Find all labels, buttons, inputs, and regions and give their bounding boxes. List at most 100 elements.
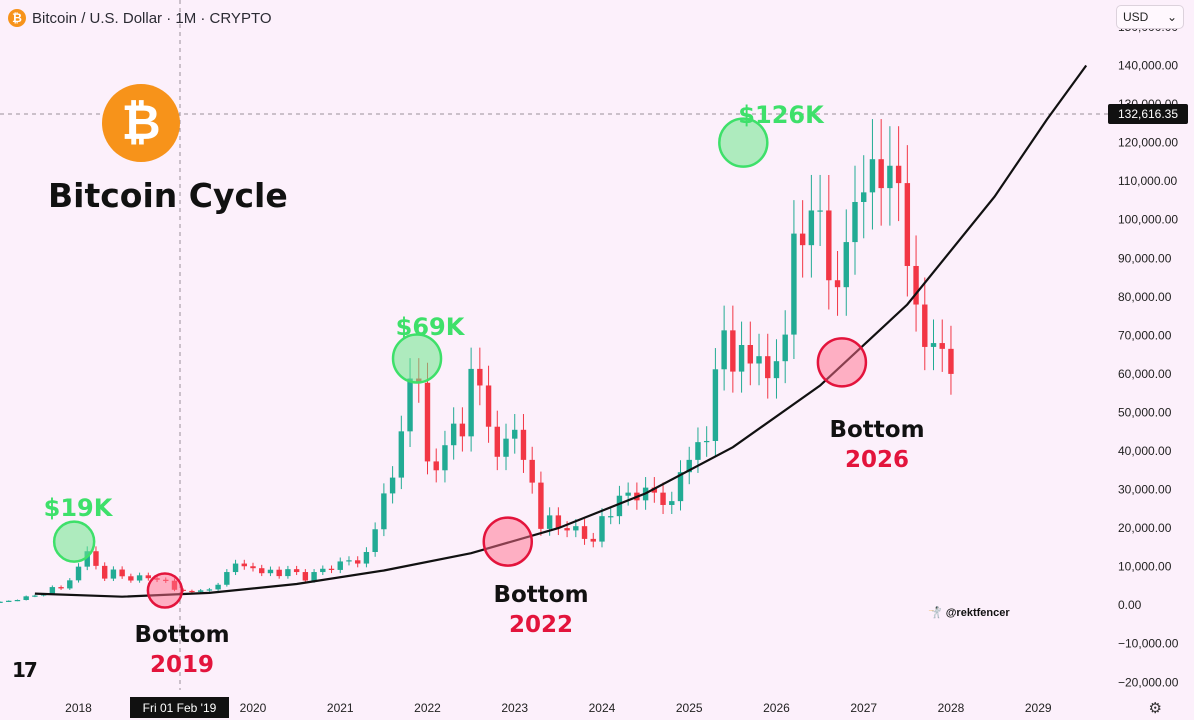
candle-body: [608, 516, 614, 518]
candle-body: [581, 526, 588, 539]
y-tick-label: 40,000.00: [1118, 444, 1172, 458]
candle-body: [555, 515, 562, 529]
candle-body: [599, 516, 605, 542]
crosshair-price-label: 132,616.35: [1108, 104, 1188, 124]
y-tick-label: 90,000.00: [1118, 251, 1172, 265]
candle-body: [817, 210, 823, 212]
y-tick-label: 20,000.00: [1118, 521, 1172, 535]
candle-body: [14, 599, 21, 602]
candle-body: [49, 587, 56, 595]
y-tick-label: −10,000.00: [1118, 637, 1179, 651]
candle-body: [756, 356, 762, 364]
candle-body: [538, 482, 544, 529]
candle-body: [101, 565, 108, 579]
candle-body: [276, 569, 282, 577]
x-tick-label: 2024: [589, 701, 616, 715]
candle-body: [136, 575, 143, 581]
candle-body: [721, 330, 727, 370]
candle-body: [259, 568, 265, 574]
candle-body: [128, 576, 134, 581]
bottom-year: 2026: [844, 447, 909, 473]
candle-body: [372, 529, 378, 552]
candle-body: [267, 569, 274, 574]
candle-body: [224, 572, 230, 585]
candle-body: [904, 183, 911, 266]
x-axis[interactable]: 2018 2020 2021 2022 2023 2024 2025 2026 2027 2028…: [65, 701, 1052, 715]
y-tick-label: −20,000.00: [1118, 675, 1179, 689]
candle-body: [381, 493, 387, 530]
candle-body: [468, 368, 474, 437]
candle-body: [75, 566, 82, 581]
candle-body: [834, 280, 841, 288]
candle-body: [799, 233, 806, 246]
x-tick-label: 2022: [414, 701, 441, 715]
bottom-label-2019: Bottom 2019: [134, 620, 229, 680]
candle-body: [58, 587, 64, 589]
candle-body: [878, 159, 884, 189]
y-tick-label: 120,000.00: [1118, 136, 1178, 150]
candle-body: [564, 528, 570, 531]
y-tick-label: 100,000.00: [1118, 213, 1178, 227]
y-tick-label: 10,000.00: [1118, 560, 1172, 574]
candle-body: [459, 423, 466, 437]
candle-body: [730, 330, 736, 372]
candle-body: [913, 265, 919, 305]
bottom-label-2026: Bottom 2026: [829, 415, 924, 475]
candle-body: [703, 440, 710, 443]
candle-body: [843, 242, 849, 288]
candle-body: [695, 442, 701, 460]
candle-body: [67, 580, 73, 589]
candle-body: [930, 343, 937, 347]
candle-body: [285, 569, 291, 577]
y-tick-label: 70,000.00: [1118, 328, 1172, 342]
peak-label-2017: $19K: [43, 494, 113, 522]
bottom-year: 2022: [508, 612, 573, 638]
candle-body: [677, 472, 684, 502]
candle-body: [625, 492, 631, 496]
candle-body: [302, 572, 309, 581]
candle-body: [389, 477, 396, 494]
candle-body: [738, 345, 745, 372]
candle-body: [826, 210, 832, 281]
bottom-circle: [816, 337, 868, 388]
currency-select[interactable]: USD ⌄: [1116, 5, 1184, 29]
candles-group: [0, 119, 954, 603]
watermark-text: @rektfencer: [945, 606, 1010, 619]
candle-body: [616, 495, 623, 517]
peak-label-2021: $69K: [395, 313, 465, 341]
x-tick-label: 2021: [327, 701, 354, 715]
bottom-word: Bottom: [493, 582, 589, 608]
candle-body: [773, 361, 780, 379]
chevron-down-icon: ⌄: [1166, 10, 1177, 24]
y-tick-label: 60,000.00: [1118, 367, 1172, 381]
candle-body: [110, 569, 117, 579]
candle-body: [320, 568, 326, 573]
crosshair-date-label: Fri 01 Feb '19: [130, 697, 229, 718]
candle-body: [765, 356, 771, 379]
watermark: 🤺 @rektfencer: [928, 606, 1010, 620]
gear-icon[interactable]: ⚙: [1148, 700, 1162, 717]
x-tick-label: 2027: [850, 701, 877, 715]
annotation-circles: [52, 117, 868, 609]
peak-circle: [52, 520, 96, 563]
peak-circle: [718, 117, 769, 168]
candle-body: [948, 348, 954, 374]
x-tick-label: 2020: [240, 701, 267, 715]
candle-body: [782, 334, 788, 362]
bottom-circle: [482, 516, 534, 567]
tradingview-logo-icon[interactable]: 17: [12, 658, 38, 682]
candle-body: [241, 563, 247, 567]
x-tick-label: 2025: [676, 701, 703, 715]
candle-body: [791, 233, 797, 335]
candle-body: [686, 459, 692, 473]
candle-body: [573, 526, 579, 531]
bitcoin-icon: ₿: [8, 9, 26, 27]
candle-body: [119, 569, 125, 577]
fencer-icon: 🤺: [928, 607, 942, 619]
symbol-label: Bitcoin / U.S. Dollar · 1M · CRYPTO: [32, 9, 272, 27]
candle-body: [529, 459, 535, 483]
y-tick-label: 140,000.00: [1118, 59, 1178, 73]
y-tick-label: 80,000.00: [1118, 290, 1172, 304]
x-tick-label: 2028: [938, 701, 965, 715]
